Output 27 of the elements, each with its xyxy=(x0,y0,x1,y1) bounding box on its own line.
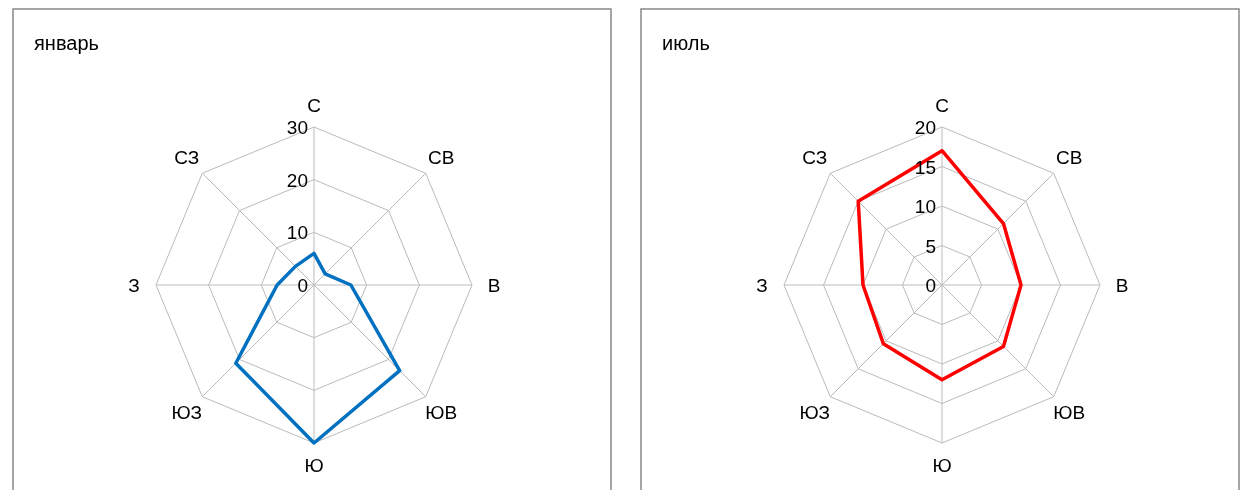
spoke-label: Ю xyxy=(932,454,952,476)
chart-title: июль xyxy=(662,32,710,54)
spoke-label: В xyxy=(1115,274,1129,296)
spoke-label: СЗ xyxy=(802,147,828,169)
spoke-label: В xyxy=(487,274,501,296)
spoke-label: СВ xyxy=(1056,147,1083,169)
spoke-label: Ю xyxy=(304,454,324,476)
spoke-label: ЮЗ xyxy=(171,401,203,423)
y-tick-label: 20 xyxy=(286,169,308,191)
y-tick-label: 15 xyxy=(914,156,936,178)
spoke-label: СЗ xyxy=(174,147,200,169)
spoke-label: С xyxy=(935,94,949,116)
spoke-label: СВ xyxy=(428,147,455,169)
chart-title: январь xyxy=(34,32,99,54)
spoke-label: С xyxy=(307,94,321,116)
y-tick-label: 5 xyxy=(925,235,936,257)
spoke-label: З xyxy=(756,274,768,296)
y-tick-label: 10 xyxy=(286,222,308,244)
y-tick-label: 0 xyxy=(925,275,936,296)
spoke-label: З xyxy=(128,274,140,296)
spoke-label: ЮВ xyxy=(1053,401,1086,423)
spoke-label: ЮЗ xyxy=(799,401,831,423)
y-tick-label: 10 xyxy=(914,196,936,217)
spoke-label: ЮВ xyxy=(425,401,458,423)
y-tick-label: 30 xyxy=(286,117,308,138)
y-tick-label: 0 xyxy=(297,275,308,296)
y-tick-label: 20 xyxy=(914,117,936,138)
